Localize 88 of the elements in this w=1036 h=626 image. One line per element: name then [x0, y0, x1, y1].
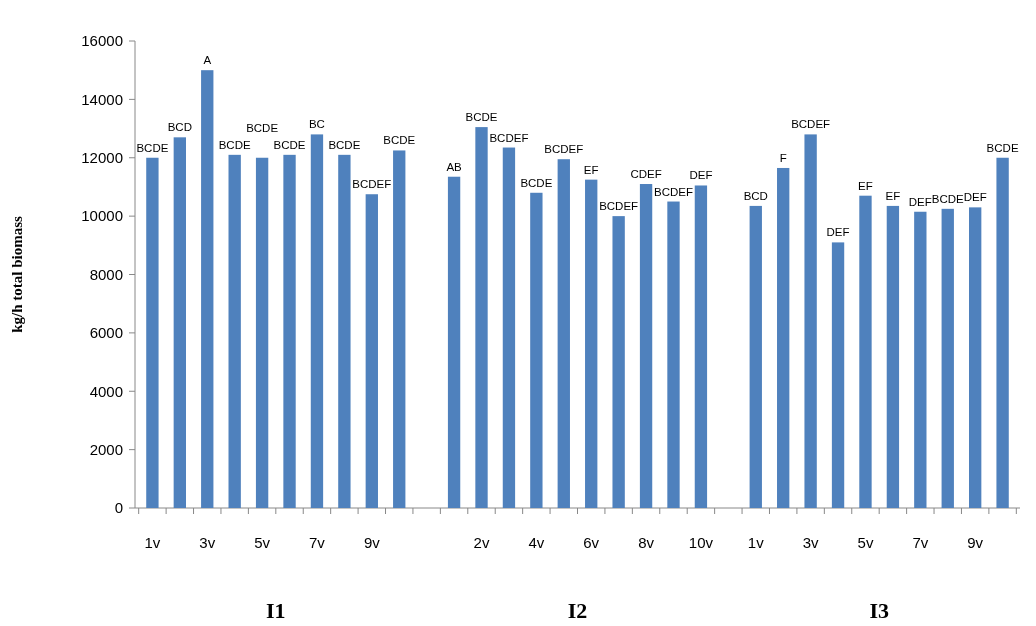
data-label: BCDE — [246, 121, 279, 134]
data-label: BCDE — [218, 138, 251, 151]
x-tick-label: 8v — [638, 534, 655, 551]
text: I3 — [869, 598, 889, 623]
bar — [667, 201, 680, 508]
bar — [283, 154, 296, 508]
data-label: BCDE — [931, 192, 965, 205]
x-tick-label: 5v — [254, 534, 271, 551]
bar — [255, 157, 269, 508]
data-label: BC — [308, 118, 325, 131]
y-tick-label: 12000 — [81, 149, 123, 166]
data-label: EF — [885, 189, 901, 202]
bar — [201, 70, 214, 508]
bar — [502, 147, 516, 508]
bar — [886, 205, 900, 508]
x-tick-label: 6v — [583, 534, 600, 551]
bar — [393, 150, 406, 508]
bar — [694, 185, 708, 508]
bar — [777, 167, 790, 508]
text: I1 — [266, 598, 286, 623]
bar — [447, 176, 461, 508]
bar — [831, 242, 845, 508]
bar — [612, 216, 625, 508]
data-label: BCDE — [136, 141, 169, 154]
data-label: BCD — [167, 121, 192, 134]
x-tick-label: 3v — [199, 534, 216, 551]
text: I2 — [567, 598, 588, 623]
bar — [859, 195, 872, 508]
data-label: BCDEF — [352, 178, 392, 191]
data-label: BCDEF — [791, 118, 831, 131]
data-label: DEF — [689, 169, 713, 182]
bar — [365, 194, 378, 508]
y-tick-label: 10000 — [81, 207, 123, 225]
data-label: EF — [583, 163, 599, 176]
bar — [228, 154, 241, 508]
x-tick-label: 10v — [688, 534, 714, 551]
bar — [639, 184, 653, 508]
bar — [173, 137, 186, 508]
bar — [338, 154, 351, 508]
bar — [146, 157, 159, 508]
bar — [749, 205, 762, 508]
y-tick-label: 16000 — [81, 32, 123, 50]
data-label: BCDEF — [599, 200, 639, 213]
y-tick-label: 4000 — [89, 382, 123, 400]
data-label: A — [203, 54, 212, 67]
data-label: F — [779, 151, 787, 164]
data-label: DEF — [908, 195, 932, 208]
data-label: DEF — [963, 191, 987, 204]
bar — [996, 157, 1009, 508]
bar — [941, 208, 954, 508]
data-label: BCDE — [273, 138, 306, 151]
x-tick-label: 2v — [473, 534, 490, 551]
data-label: BCDEF — [654, 185, 693, 198]
x-tick-label: 1v — [747, 534, 765, 551]
data-label: EF — [858, 179, 873, 192]
x-tick-label: 5v — [857, 534, 874, 551]
data-label: BCDEF — [544, 143, 584, 156]
data-label: BCDEF — [489, 131, 529, 144]
bar — [585, 179, 598, 508]
bar — [914, 211, 927, 508]
data-label: BCDE — [465, 111, 498, 124]
data-label: BCDE — [520, 176, 553, 189]
y-tick-label: 14000 — [81, 90, 123, 108]
x-tick-label: 4v — [528, 534, 545, 551]
y-tick-label: 0 — [114, 499, 123, 517]
bar — [557, 159, 570, 508]
data-label: BCDE — [383, 134, 416, 147]
x-tick-label: 1v — [144, 534, 161, 551]
data-label: DEF — [826, 226, 850, 239]
data-label: BCDE — [986, 141, 1019, 154]
bar — [310, 134, 324, 508]
x-tick-label: 9v — [967, 534, 984, 551]
x-tick-label: 9v — [363, 534, 381, 551]
bar — [969, 207, 982, 508]
data-label: BCDE — [328, 138, 361, 151]
x-tick-label: 3v — [802, 534, 820, 551]
data-label: CDEF — [630, 168, 662, 181]
bar — [804, 134, 817, 508]
data-label: AB — [446, 160, 463, 173]
y-axis-title: kg/h total biomass — [9, 216, 25, 333]
x-tick-label: 7v — [912, 534, 929, 551]
y-tick-label: 6000 — [89, 324, 123, 342]
bar — [530, 192, 543, 508]
bar — [475, 127, 488, 508]
data-label: BCD — [743, 189, 768, 202]
y-tick-label: 8000 — [89, 265, 123, 283]
x-tick-label: 7v — [309, 534, 326, 551]
y-tick-label: 2000 — [89, 440, 123, 458]
